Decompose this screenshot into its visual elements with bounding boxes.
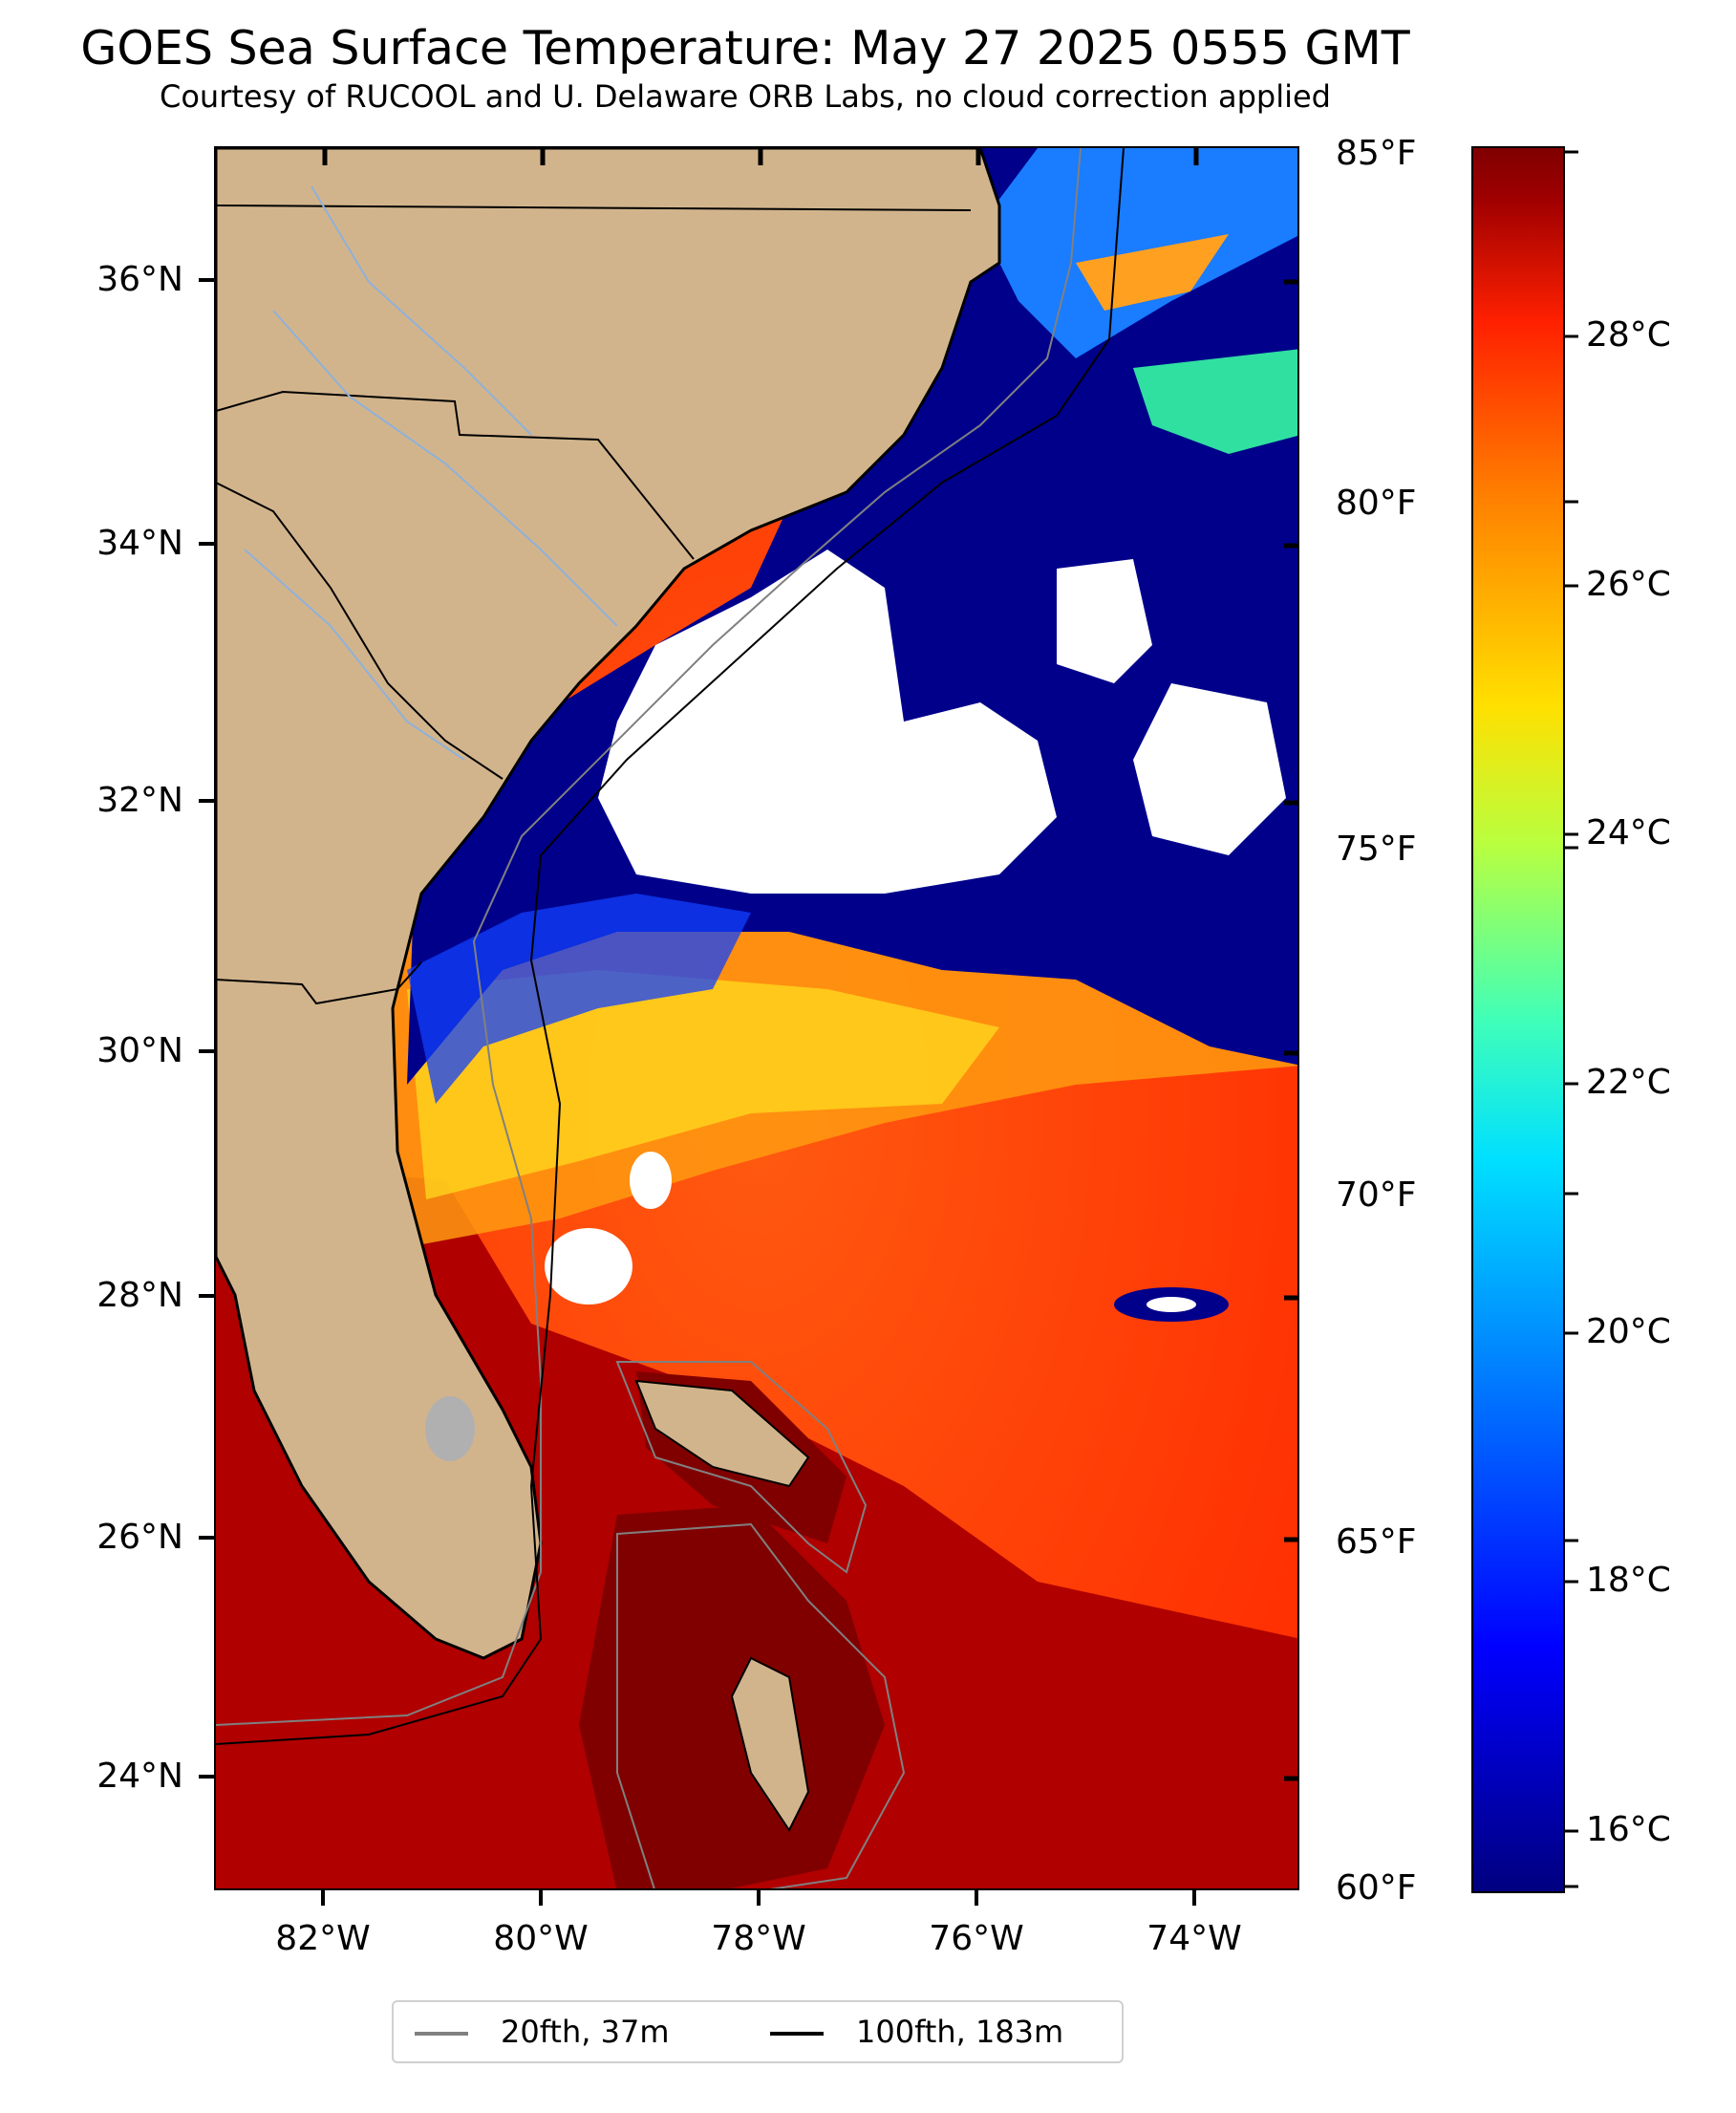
c-label-20: 20°C: [1586, 1312, 1671, 1351]
border-sc-ga: [216, 482, 504, 780]
lake-okeechobee: [425, 1396, 475, 1461]
cloud-patch-east: [1057, 559, 1152, 683]
lon-label-80: 80°W: [493, 1919, 589, 1958]
lat-label-24: 24°N: [96, 1757, 183, 1796]
isobath-20fth: [216, 148, 1082, 1726]
isobath-great-bahama-bank: [616, 1522, 906, 1888]
lat-label-36: 36°N: [96, 260, 183, 299]
legend-swatch-20fth: [415, 2032, 468, 2036]
cloud-patch-coast-1: [545, 1228, 632, 1304]
f-label-60: 60°F: [1336, 1868, 1417, 1908]
land-andros-island: [730, 1656, 810, 1832]
f-label-85: 85°F: [1336, 134, 1417, 173]
lat-label-30: 30°N: [96, 1031, 183, 1070]
right-major-ticks: [1284, 279, 1297, 1781]
legend-label-20fth: 20fth, 37m: [501, 2014, 670, 2050]
lat-label-26: 26°N: [96, 1518, 183, 1557]
lat-label-32: 32°N: [96, 781, 183, 820]
river-1: [311, 185, 532, 436]
f-label-70: 70°F: [1336, 1175, 1417, 1215]
colorbar: [1471, 146, 1565, 1893]
f-label-75: 75°F: [1336, 830, 1417, 869]
c-label-16: 16°C: [1586, 1810, 1671, 1849]
cool-filament: [1133, 349, 1297, 454]
cold-coastal-water: [407, 894, 751, 1104]
cloud-mass: [598, 550, 1057, 894]
c-label-24: 24°C: [1586, 813, 1671, 852]
land-grand-bahama: [634, 1379, 810, 1488]
cloud-patch-coast-2: [630, 1152, 672, 1209]
top-major-ticks: [322, 148, 1199, 165]
river-3: [244, 549, 465, 761]
land-mainland: [216, 148, 1001, 1660]
lon-label-78: 78°W: [711, 1919, 806, 1958]
c-label-28: 28°C: [1586, 315, 1671, 355]
border-ga-fl: [216, 961, 422, 1005]
sst-map-graphic: [216, 148, 1297, 1888]
river-2: [272, 310, 618, 627]
legend-label-100fth: 100fth, 183m: [856, 2014, 1064, 2050]
cloud-patch-southeast: [1133, 683, 1286, 855]
sst-map: [214, 146, 1299, 1890]
celsius-ticks: [1565, 334, 1578, 1833]
lat-label-34: 34°N: [96, 524, 183, 563]
c-label-18: 18°C: [1586, 1561, 1671, 1600]
isobath-100fth: [216, 148, 1125, 1745]
c-label-26: 26°C: [1586, 565, 1671, 604]
yellow-band: [407, 970, 999, 1199]
legend-swatch-100fth: [770, 2032, 824, 2036]
cloud-speck-east: [1147, 1297, 1196, 1312]
lon-label-76: 76°W: [929, 1919, 1024, 1958]
chart-subtitle: Courtesy of RUCOOL and U. Delaware ORB L…: [160, 78, 1331, 115]
f-label-80: 80°F: [1336, 484, 1417, 523]
lon-label-82: 82°W: [275, 1919, 371, 1958]
lon-label-74: 74°W: [1147, 1919, 1242, 1958]
legend: 20fth, 37m 100fth, 183m: [392, 2000, 1124, 2063]
isobath-little-bahama-bank: [615, 1361, 868, 1574]
border-nc-sc: [216, 390, 695, 560]
border-va-nc: [216, 205, 972, 211]
chart-title: GOES Sea Surface Temperature: May 27 202…: [80, 21, 1410, 75]
warm-filament-northeast: [1076, 234, 1229, 311]
f-label-65: 65°F: [1336, 1522, 1417, 1562]
lat-label-28: 28°N: [96, 1276, 183, 1315]
c-label-22: 22°C: [1586, 1063, 1671, 1102]
